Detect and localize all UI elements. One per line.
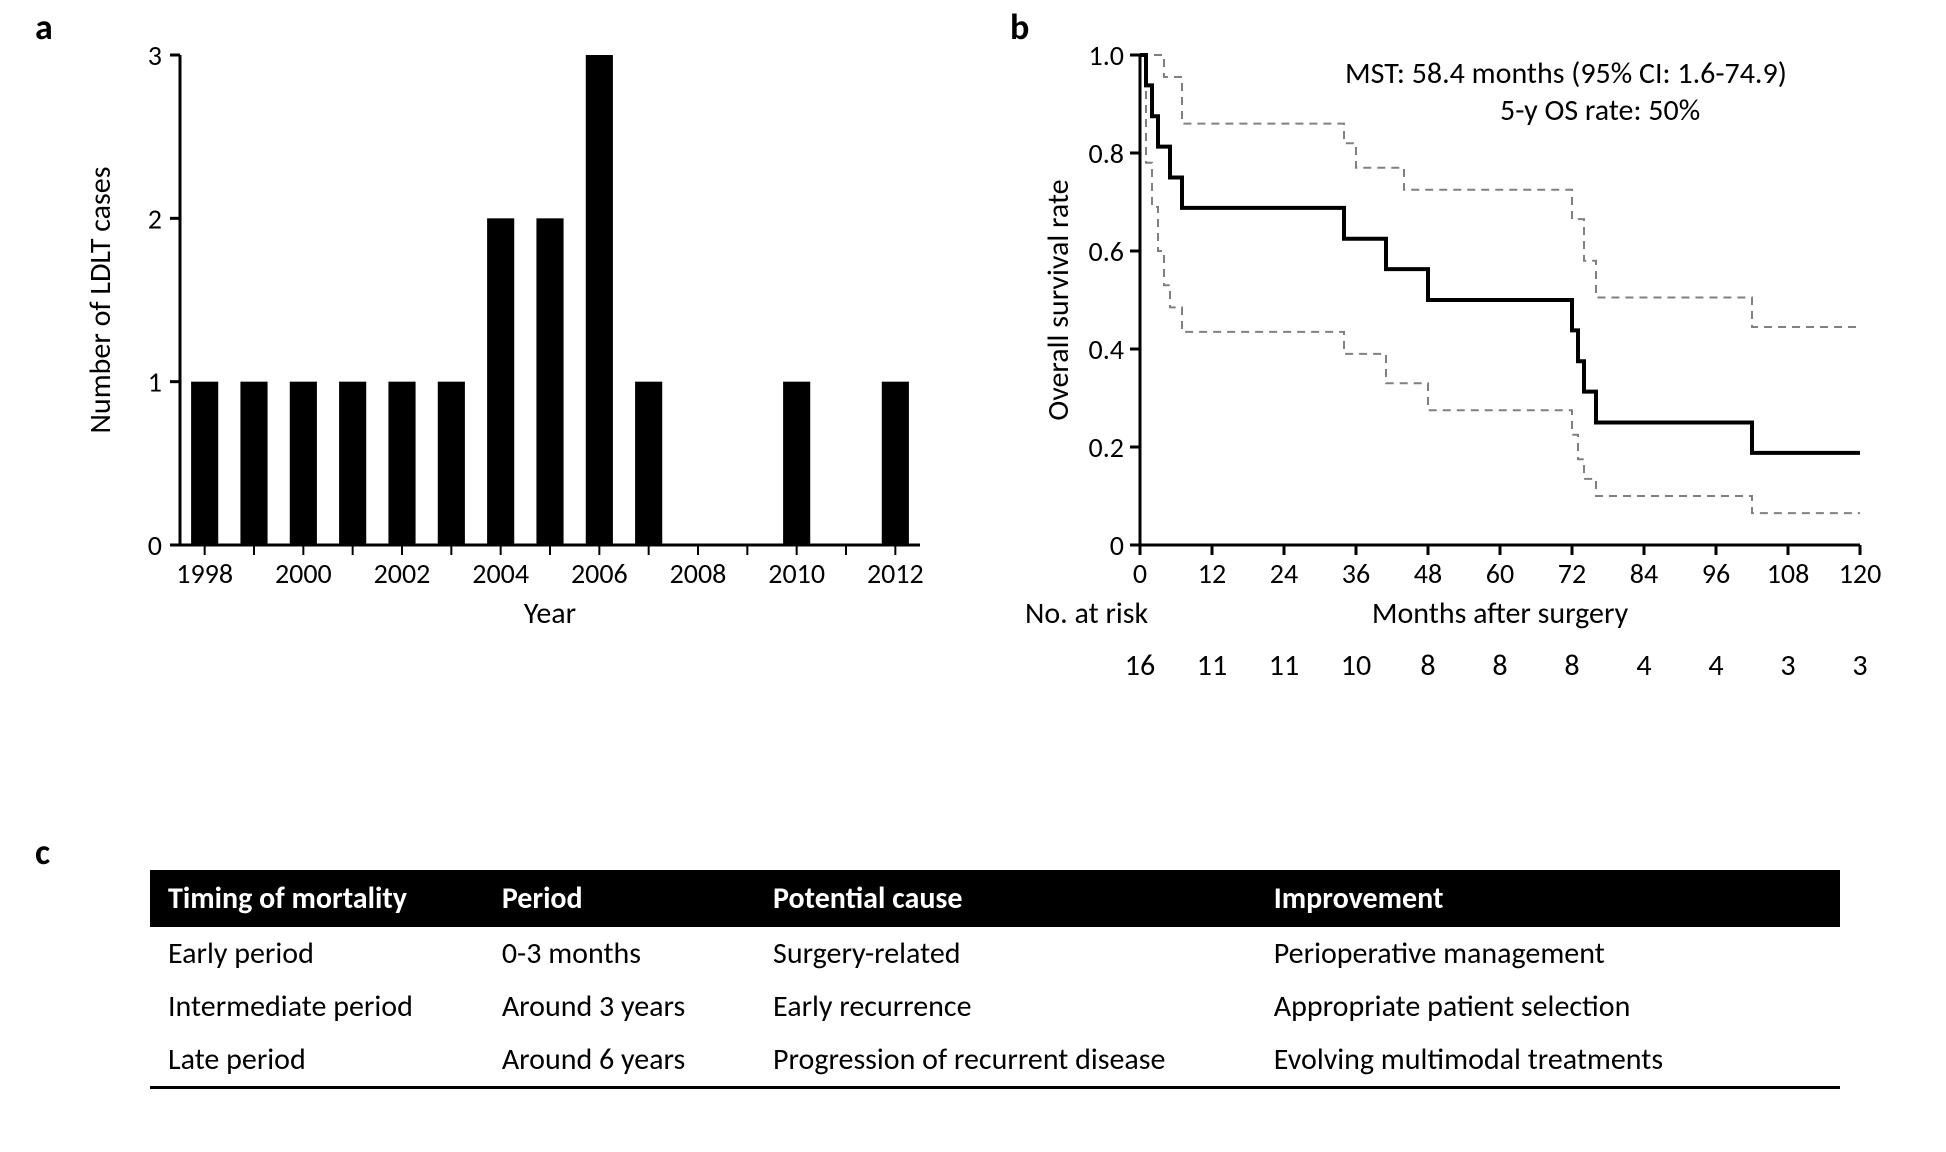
panel-a-chart: 0 1 2 3 1998 2000 2002 2004 2006 2008 2010 2012 Year… (60, 25, 980, 645)
svg-text:4: 4 (1708, 647, 1723, 684)
panel-b-annotation-line1: MST: 58.4 months (95% CI: 1.6-74.9) (1345, 55, 1787, 92)
svg-text:Number of LDLT cases: Number of LDLT cases (82, 167, 119, 434)
panel-c-label: c (35, 830, 50, 874)
svg-text:No. at risk: No. at risk (1025, 595, 1149, 632)
svg-text:2008: 2008 (670, 556, 727, 591)
panel-c-col-header: Potential cause (755, 870, 1256, 927)
svg-text:16: 16 (1125, 647, 1155, 684)
svg-text:0: 0 (1133, 556, 1147, 591)
svg-text:Overall survival rate: Overall survival rate (1040, 179, 1077, 420)
svg-text:2: 2 (148, 201, 162, 236)
panel-c-col-header: Timing of mortality (150, 870, 484, 927)
svg-text:2006: 2006 (571, 556, 628, 591)
svg-text:8: 8 (1564, 647, 1579, 684)
svg-text:4: 4 (1636, 647, 1651, 684)
table-cell: Perioperative management (1256, 927, 1840, 980)
svg-text:2010: 2010 (768, 556, 825, 591)
svg-text:24: 24 (1270, 556, 1298, 591)
svg-text:48: 48 (1414, 556, 1442, 591)
svg-text:11: 11 (1269, 647, 1299, 684)
table-cell: Around 3 years (484, 980, 755, 1033)
svg-text:96: 96 (1702, 556, 1730, 591)
panel-c-tbody: Early period0-3 monthsSurgery-relatedPer… (150, 927, 1840, 1088)
table-cell: Evolving multimodal treatments (1256, 1033, 1840, 1088)
svg-text:12: 12 (1198, 556, 1226, 591)
svg-text:1.0: 1.0 (1089, 38, 1124, 73)
table-cell: Late period (150, 1033, 484, 1088)
svg-text:0.6: 0.6 (1089, 234, 1124, 269)
panel-c-table: Timing of mortalityPeriodPotential cause… (150, 870, 1840, 1089)
svg-text:84: 84 (1630, 556, 1658, 591)
svg-text:10: 10 (1341, 647, 1371, 684)
panel-b-chart: 00.20.40.60.81.001224364860728496108120M… (1025, 25, 1925, 725)
svg-text:72: 72 (1558, 556, 1586, 591)
table-cell: Surgery-related (755, 927, 1256, 980)
svg-text:120: 120 (1839, 556, 1882, 591)
panel-c-thead: Timing of mortalityPeriodPotential cause… (150, 870, 1840, 927)
svg-text:0.8: 0.8 (1089, 136, 1124, 171)
table-cell: 0-3 months (484, 927, 755, 980)
svg-text:0.2: 0.2 (1089, 430, 1124, 465)
svg-text:Months after surgery: Months after surgery (1372, 595, 1629, 632)
svg-text:0.4: 0.4 (1089, 332, 1124, 367)
table-cell: Early period (150, 927, 484, 980)
svg-text:0: 0 (1110, 528, 1124, 563)
svg-text:3: 3 (1852, 647, 1867, 684)
table-cell: Appropriate patient selection (1256, 980, 1840, 1033)
svg-text:8: 8 (1420, 647, 1435, 684)
svg-text:11: 11 (1197, 647, 1227, 684)
panel-c-col-header: Period (484, 870, 755, 927)
svg-text:3: 3 (148, 38, 162, 73)
table-cell: Intermediate period (150, 980, 484, 1033)
svg-text:108: 108 (1767, 556, 1810, 591)
svg-text:8: 8 (1492, 647, 1507, 684)
table-row: Early period0-3 monthsSurgery-relatedPer… (150, 927, 1840, 980)
table-row: Intermediate periodAround 3 yearsEarly r… (150, 980, 1840, 1033)
svg-text:0: 0 (148, 528, 162, 563)
svg-text:2000: 2000 (275, 556, 332, 591)
panel-c-col-header: Improvement (1256, 870, 1840, 927)
table-cell: Around 6 years (484, 1033, 755, 1088)
svg-text:2002: 2002 (374, 556, 431, 591)
svg-text:1998: 1998 (176, 556, 233, 591)
table-row: Late periodAround 6 yearsProgression of … (150, 1033, 1840, 1088)
svg-text:60: 60 (1486, 556, 1514, 591)
svg-text:1: 1 (148, 365, 162, 400)
svg-text:3: 3 (1780, 647, 1795, 684)
svg-text:Year: Year (524, 595, 576, 632)
svg-text:2012: 2012 (867, 556, 924, 591)
figure-root: a b c 0123199820002002200420062008201020… (0, 0, 1946, 1152)
svg-text:2004: 2004 (472, 556, 529, 591)
panel-b-annotation-line2: 5-y OS rate: 50% (1500, 92, 1700, 129)
panel-a-label: a (35, 5, 53, 49)
table-cell: Early recurrence (755, 980, 1256, 1033)
svg-text:36: 36 (1342, 556, 1370, 591)
table-cell: Progression of recurrent disease (755, 1033, 1256, 1088)
